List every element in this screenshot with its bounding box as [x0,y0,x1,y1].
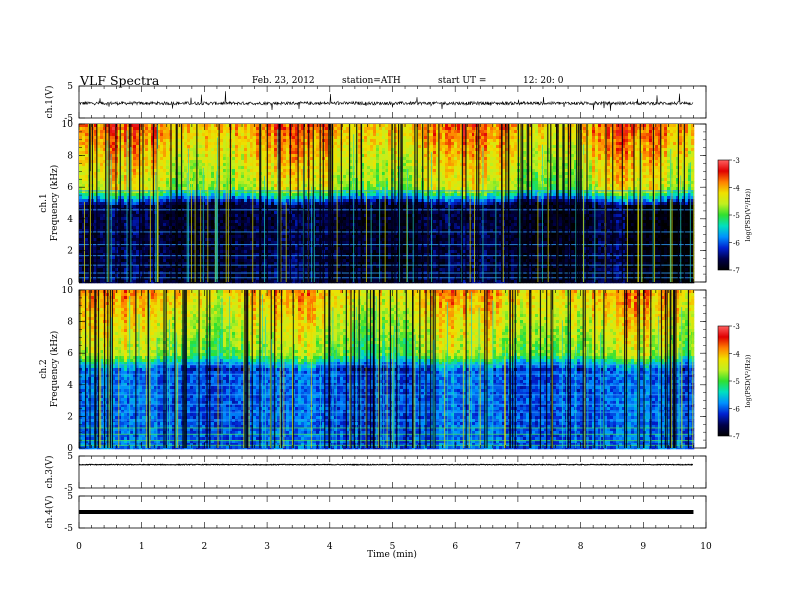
colorbar-label: log(PSD(V²/Hz)) [744,188,752,241]
ch2-colorbar: -3 -4 -5 -6 -7 log(PSD(V²/Hz)) [717,323,752,441]
ch1-waveform-ylabel: ch.1(V) [44,86,55,119]
ch1-waveform-line [78,91,694,111]
x-tick-label: 1 [139,542,145,552]
colorbar-label: log(PSD(V²/Hz)) [744,354,752,407]
x-tick-label: 5 [390,542,396,552]
x-tick-label: 3 [264,542,270,552]
ch3-waveform-ylabel: ch.3(V) [44,456,55,489]
ch1-waveform-ytick-label: -5 [64,114,73,124]
colorbar-tick-label: -7 [733,267,740,275]
ch1-spectrogram-ytick-label: 6 [67,183,73,193]
x-tick-label: 4 [327,542,333,552]
colorbar-tick-label: -6 [733,240,740,248]
ch1-waveform-ytick-label: 5 [67,82,73,92]
ch2-frequency-ylabel: Frequency (kHz) [49,331,60,408]
ch4-waveform-line [79,510,694,514]
ch4-waveform-ytick-label: 5 [67,492,73,502]
ch2-spectrogram-ytick-label: 8 [67,318,73,328]
x-tick-label: 7 [515,542,521,552]
ch1-channel-label: ch.1 [39,193,49,212]
x-tick-label: 8 [578,542,584,552]
ch3-waveform-trace [78,463,693,466]
ch2-spectrogram-ytick-label: 6 [67,349,73,359]
ch2-spectrogram-ytick-label: 2 [67,412,73,422]
ch2-channel-label: ch.2 [39,359,49,378]
ch2-spectrogram-image [79,290,695,450]
ch3-waveform-ytick-label: -5 [64,484,73,494]
colorbar-tick-label: -5 [733,212,740,220]
ch2-spectrogram-ytick-label: 10 [62,286,74,296]
colorbar-tick-label: -5 [733,378,740,386]
figure-title: VLF Spectra [79,73,160,88]
ch3-waveform-ytick-label: 5 [67,452,73,462]
colorbar-tick-label: -3 [733,157,740,165]
ch2-spectrogram-ytick-label: 0 [67,444,73,454]
colorbar-tick-label: -4 [733,185,740,193]
ch4-waveform-trace [79,510,694,514]
x-tick-label: 6 [452,542,458,552]
colorbar-tick-label: -6 [733,406,740,414]
x-tick-label: 2 [202,542,208,552]
x-tick-label: 0 [76,542,82,552]
x-tick-label: 10 [700,542,712,552]
ch1-spectrogram-ytick-label: 4 [67,215,73,225]
ch1-waveform-trace [78,91,694,111]
start-ut-label: start UT = [438,76,486,86]
ch1-spectrogram-ytick-label: 8 [67,152,73,162]
ch3-waveform-line [78,463,693,466]
ch1-spectrogram-ytick-label: 10 [62,120,74,130]
ch2-spectrogram-ytick-label: 4 [67,381,73,391]
ch1-spectrogram-image [79,124,695,284]
date-label: Feb. 23, 2012 [252,76,315,86]
x-axis-label: Time (min) [367,549,417,560]
colorbar-scale [717,325,730,437]
station-label: station=ATH [342,76,401,86]
start-ut-value: 12: 20: 0 [523,76,564,86]
colorbar-tick-label: -4 [733,351,740,359]
ch1-spectrogram-ytick-label: 0 [67,278,73,288]
ch1-colorbar: -3 -4 -5 -6 -7 log(PSD(V²/Hz)) [717,157,752,275]
ch4-waveform-ylabel: ch.4(V) [44,496,55,529]
ch1-frequency-ylabel: Frequency (kHz) [49,165,60,242]
colorbar-tick-label: -7 [733,433,740,441]
ch1-spectrogram-ytick-label: 2 [67,246,73,256]
colorbar-tick-label: -3 [733,323,740,331]
ch4-waveform-ytick-label: -5 [64,524,73,534]
x-tick-label: 9 [640,542,646,552]
colorbar-scale [717,159,730,271]
